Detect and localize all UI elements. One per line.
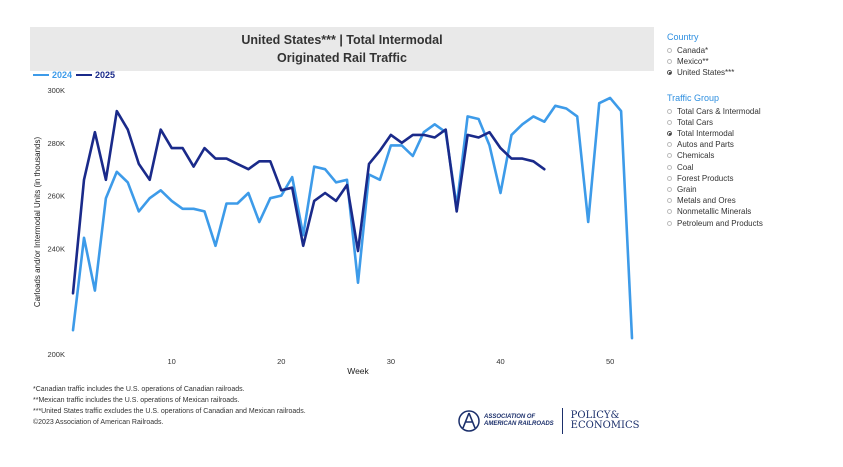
legend-label-2024: 2024 xyxy=(52,70,73,80)
chart-legend: 2024 2025 xyxy=(33,70,119,80)
aar-line2: AMERICAN RAILROADS xyxy=(484,421,554,427)
x-tick-label: 20 xyxy=(277,357,285,366)
traffic-group-option-label: Autos and Parts xyxy=(677,140,734,150)
country-header: Country xyxy=(667,32,699,42)
country-option[interactable]: Mexico** xyxy=(667,56,837,67)
radio-button-icon[interactable] xyxy=(667,108,672,114)
country-option[interactable]: United States*** xyxy=(667,67,837,78)
footnote-mexico: **Mexican traffic includes the U.S. oper… xyxy=(33,397,240,404)
traffic-group-header: Traffic Group xyxy=(667,92,720,103)
traffic-group-option-label: Metals and Ores xyxy=(677,196,736,206)
traffic-group-option[interactable]: Metals and Ores xyxy=(667,195,837,206)
y-tick-label: 200K xyxy=(47,350,65,359)
traffic-group-option-label: Coal xyxy=(677,162,694,172)
x-tick-label: 50 xyxy=(606,357,614,366)
traffic-group-list: Total Cars & Intermodal Total Cars Total I… xyxy=(667,106,837,229)
legend-item-2025[interactable]: 2025 xyxy=(76,70,115,80)
chart-title-box: United States*** | Total Intermodal Orig… xyxy=(30,27,654,71)
filter-panel: Country Canada* Mexico** United States*** … xyxy=(667,32,837,229)
x-tick-label: 30 xyxy=(387,357,395,366)
radio-button-icon[interactable] xyxy=(667,119,672,125)
traffic-group-option-label: Petroleum and Products xyxy=(677,218,763,228)
y-tick-label: 300K xyxy=(47,86,65,95)
radio-button-icon[interactable] xyxy=(667,153,672,159)
traffic-group-option[interactable]: Forest Products xyxy=(667,173,837,184)
country-option-label: United States*** xyxy=(677,68,735,78)
x-axis-label: Week xyxy=(347,366,369,376)
y-tick-label: 280K xyxy=(47,139,65,148)
series-line-2024 xyxy=(71,96,634,340)
traffic-group-option-label: Nonmetallic Minerals xyxy=(677,207,752,217)
country-option[interactable]: Canada* xyxy=(667,45,837,56)
traffic-group-option-label: Grain xyxy=(677,184,697,194)
traffic-group-option[interactable]: Chemicals xyxy=(667,150,837,161)
aar-logo: ASSOCIATION OF AMERICAN RAILROADS POLICY… xyxy=(458,408,639,434)
country-option-label: Canada* xyxy=(677,46,709,56)
chart-title: United States*** | Total Intermodal xyxy=(241,33,443,47)
traffic-group-option[interactable]: Autos and Parts xyxy=(667,139,837,150)
traffic-group-option[interactable]: Coal xyxy=(667,162,837,173)
traffic-group-option[interactable]: Grain xyxy=(667,184,837,195)
y-tick-label: 260K xyxy=(47,192,65,201)
traffic-group-option[interactable]: Total Cars & Intermodal xyxy=(667,106,837,117)
traffic-group-option-label: Total Cars xyxy=(677,117,714,127)
pe-line2: ECONOMICS xyxy=(570,420,640,431)
radio-button-icon[interactable] xyxy=(667,175,672,181)
traffic-group-option[interactable]: Total Cars xyxy=(667,117,837,128)
radio-button-icon[interactable] xyxy=(667,142,672,148)
aar-wordmark: ASSOCIATION OF AMERICAN RAILROADS xyxy=(484,414,554,428)
copyright: ©2023 Association of American Railroads. xyxy=(33,419,164,426)
policy-economics-wordmark: POLICY& ECONOMICS xyxy=(571,411,640,431)
traffic-group-option[interactable]: Total Intermodal xyxy=(667,128,837,139)
x-tick-label: 10 xyxy=(167,357,175,366)
radio-button-icon[interactable] xyxy=(667,70,672,76)
footnote-united-states: ***United States traffic excludes the U.… xyxy=(33,408,306,415)
x-tick-label: 40 xyxy=(496,357,504,366)
series-line-2025 xyxy=(71,109,546,295)
y-axis-label: Carloads and/or Intermodal Units (in tho… xyxy=(33,137,42,308)
footnotes: *Canadian traffic includes the U.S. oper… xyxy=(33,384,306,428)
footnote-canada: *Canadian traffic includes the U.S. oper… xyxy=(33,386,245,393)
logo-divider xyxy=(561,408,563,434)
radio-button-icon[interactable] xyxy=(667,48,672,54)
chart-subtitle: Originated Rail Traffic xyxy=(277,51,407,65)
legend-swatch-2025 xyxy=(76,74,93,76)
legend-label-2025: 2025 xyxy=(95,70,116,80)
aar-emblem-icon xyxy=(458,410,480,432)
aar-line1: ASSOCIATION OF xyxy=(484,414,536,420)
traffic-group-option-label: Total Cars & Intermodal xyxy=(677,106,761,116)
radio-button-icon[interactable] xyxy=(667,198,672,204)
traffic-group-option[interactable]: Petroleum and Products xyxy=(667,217,837,228)
radio-button-icon[interactable] xyxy=(667,131,672,137)
traffic-group-option-label: Chemicals xyxy=(677,151,715,161)
pe-line1: POLICY& xyxy=(570,410,620,421)
traffic-group-option-label: Total Intermodal xyxy=(677,129,734,139)
traffic-group-option[interactable]: Nonmetallic Minerals xyxy=(667,206,837,217)
country-list: Canada* Mexico** United States*** xyxy=(667,45,837,79)
radio-button-icon[interactable] xyxy=(667,164,672,170)
legend-swatch-2024 xyxy=(33,74,49,76)
radio-button-icon[interactable] xyxy=(667,220,672,226)
radio-button-icon[interactable] xyxy=(667,186,672,192)
radio-button-icon[interactable] xyxy=(667,209,672,215)
legend-item-2024[interactable]: 2024 xyxy=(33,70,72,80)
country-option-label: Mexico** xyxy=(677,57,709,67)
radio-button-icon[interactable] xyxy=(667,59,672,65)
traffic-group-option-label: Forest Products xyxy=(677,173,734,183)
y-tick-label: 240K xyxy=(47,244,65,253)
line-chart: 200K 240K 260K 280K 300K 10 20 30 40 50 Week Carloa… xyxy=(33,86,634,376)
